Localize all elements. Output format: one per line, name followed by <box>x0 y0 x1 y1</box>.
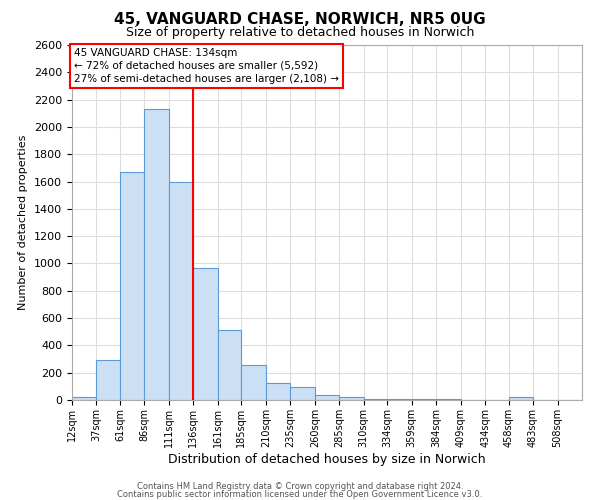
Bar <box>315 395 339 400</box>
Bar <box>241 365 266 400</box>
Text: Contains HM Land Registry data © Crown copyright and database right 2024.: Contains HM Land Registry data © Crown c… <box>137 482 463 491</box>
Bar <box>145 109 169 400</box>
Text: Size of property relative to detached houses in Norwich: Size of property relative to detached ho… <box>126 26 474 39</box>
Bar <box>509 398 533 400</box>
Bar <box>339 398 364 400</box>
Bar <box>72 398 97 400</box>
X-axis label: Distribution of detached houses by size in Norwich: Distribution of detached houses by size … <box>168 452 486 466</box>
Text: 45, VANGUARD CHASE, NORWICH, NR5 0UG: 45, VANGUARD CHASE, NORWICH, NR5 0UG <box>114 12 486 28</box>
Bar <box>97 360 120 400</box>
Bar <box>193 268 218 400</box>
Bar <box>120 172 145 400</box>
Bar <box>169 182 193 400</box>
Bar <box>266 383 290 400</box>
Text: 45 VANGUARD CHASE: 134sqm
← 72% of detached houses are smaller (5,592)
27% of se: 45 VANGUARD CHASE: 134sqm ← 72% of detac… <box>74 48 339 84</box>
Bar <box>218 330 241 400</box>
Bar <box>290 387 315 400</box>
Y-axis label: Number of detached properties: Number of detached properties <box>19 135 28 310</box>
Text: Contains public sector information licensed under the Open Government Licence v3: Contains public sector information licen… <box>118 490 482 499</box>
